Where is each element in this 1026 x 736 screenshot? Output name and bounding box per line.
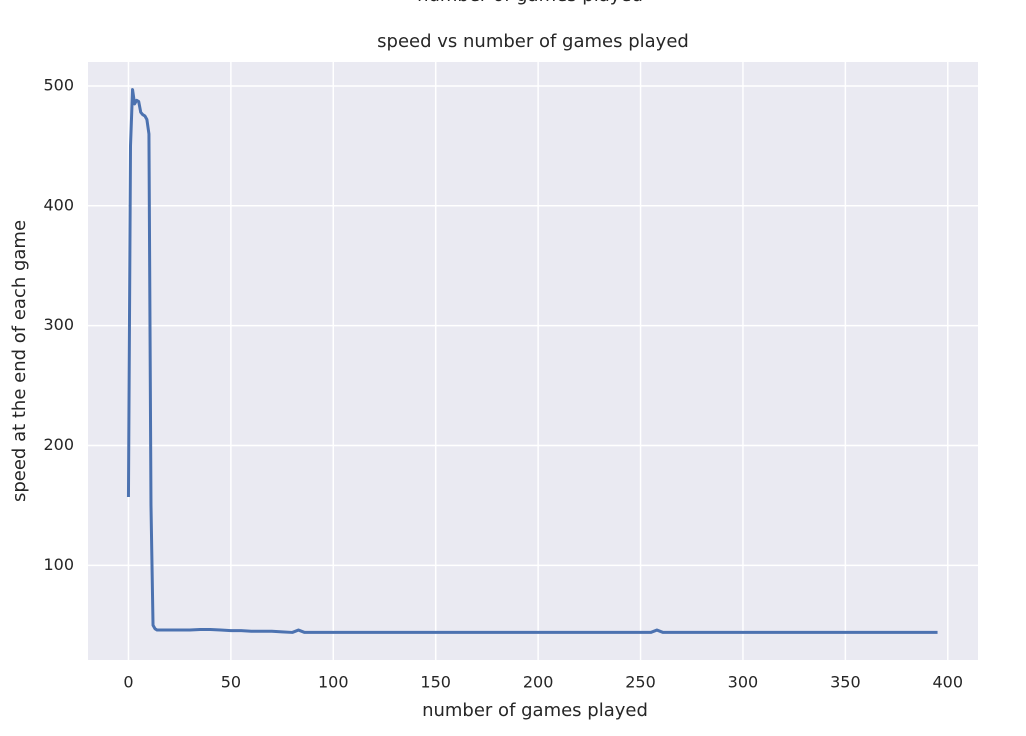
x-axis-label: number of games played	[422, 700, 648, 721]
x-tick-label: 250	[625, 673, 656, 692]
y-axis-label: speed at the end of each game	[9, 220, 30, 502]
x-tick-label: 0	[123, 673, 133, 692]
x-tick-label: 150	[420, 673, 451, 692]
x-tick-label: 100	[318, 673, 349, 692]
x-tick-label: 200	[523, 673, 554, 692]
y-tick-label: 200	[43, 435, 74, 454]
line	[126, 88, 938, 634]
x-tick-label: 400	[933, 673, 964, 692]
clipped-label: number of games played	[417, 0, 643, 6]
y-tick-label: 100	[43, 555, 74, 574]
x-tick-label: 350	[830, 673, 861, 692]
y-tick-label: 500	[43, 75, 74, 94]
y-tick-label: 400	[43, 195, 74, 214]
plot-background	[88, 62, 978, 660]
chart-title: speed vs number of games played	[377, 31, 689, 52]
y-tick-label: 300	[43, 315, 74, 334]
x-tick-label: 300	[728, 673, 759, 692]
x-tick-label: 50	[221, 673, 241, 692]
